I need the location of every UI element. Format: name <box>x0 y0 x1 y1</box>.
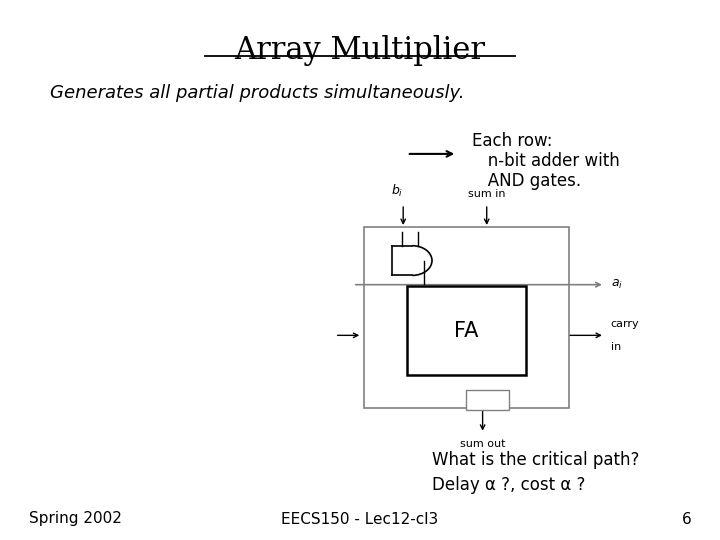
Text: FA: FA <box>454 321 478 341</box>
Text: 6: 6 <box>681 511 691 526</box>
Bar <box>407 286 526 375</box>
Text: Spring 2002: Spring 2002 <box>29 511 122 526</box>
Text: EECS150 - Lec12-cl3: EECS150 - Lec12-cl3 <box>282 511 438 526</box>
Text: $a_i$: $a_i$ <box>611 278 623 291</box>
Text: What is the critical path?: What is the critical path? <box>432 451 639 469</box>
Text: Generates all partial products simultaneously.: Generates all partial products simultane… <box>50 84 465 102</box>
Text: Array Multiplier: Array Multiplier <box>235 35 485 66</box>
Text: Each row:: Each row: <box>472 132 552 150</box>
Text: AND gates.: AND gates. <box>472 172 581 190</box>
Bar <box>364 227 569 408</box>
Text: carry: carry <box>611 319 639 329</box>
Text: n-bit adder with: n-bit adder with <box>472 152 619 170</box>
Bar <box>467 390 510 410</box>
Text: Delay α ?, cost α ?: Delay α ?, cost α ? <box>432 476 585 494</box>
Text: sum out: sum out <box>460 439 505 449</box>
Text: $b_i$: $b_i$ <box>391 183 404 199</box>
Text: sum in: sum in <box>468 188 505 199</box>
Text: in: in <box>611 342 621 352</box>
